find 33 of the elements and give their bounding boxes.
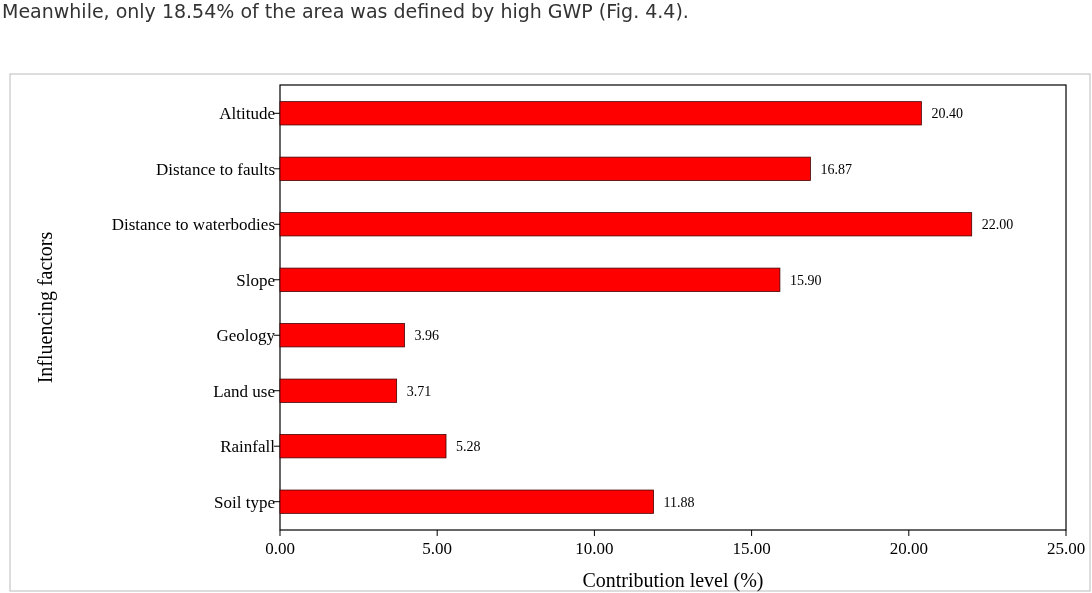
data-label: 3.96: [414, 328, 439, 344]
data-label: 20.40: [931, 106, 963, 122]
x-tick-label: 0.00: [265, 539, 295, 558]
y-tick-label: Altitude: [219, 104, 275, 124]
y-tick-label: Soil type: [214, 492, 275, 512]
x-tick-label: 20.00: [889, 539, 928, 558]
bar: [279, 434, 447, 459]
x-axis-title: Contribution level (%): [582, 569, 764, 592]
bar: [279, 101, 922, 126]
data-label: 3.71: [406, 383, 432, 399]
x-tick-label: 25.00: [1046, 539, 1086, 558]
x-tick-label: 10.00: [575, 539, 614, 558]
bar: [279, 267, 781, 292]
data-label: 22.00: [981, 217, 1014, 233]
x-tick-label: 15.00: [732, 539, 771, 558]
bar: [279, 489, 654, 514]
bar: [279, 323, 405, 348]
y-axis-title: Influencing factors: [34, 231, 57, 384]
y-tick-label: Land use: [213, 381, 275, 401]
x-tick-label: 5.00: [422, 539, 453, 558]
bar: [279, 212, 973, 237]
bar: [279, 378, 398, 403]
y-tick-label: Geology: [216, 326, 276, 346]
y-tick-label: Slope: [236, 270, 275, 290]
data-label: 11.88: [663, 494, 695, 510]
y-tick-label: Rainfall: [220, 437, 276, 457]
bar: [279, 156, 811, 181]
data-label: 15.90: [789, 272, 822, 288]
y-tick-label: Distance to faults: [156, 159, 275, 179]
y-tick-label: Distance to waterbodies: [111, 215, 275, 235]
data-label: 16.87: [820, 161, 852, 177]
text: Meanwhile, only 18.54% of the area was defined by high GWP (Fig. 4.4).: [2, 0, 689, 22]
data-label: 5.28: [456, 439, 481, 455]
